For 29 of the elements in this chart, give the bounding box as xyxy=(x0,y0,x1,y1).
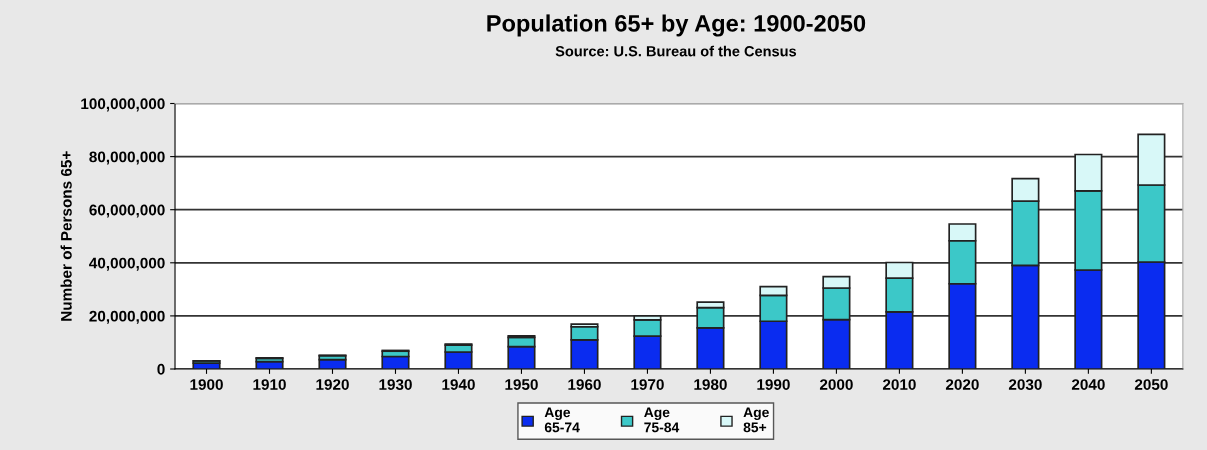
y-tick-label: 100,000,000 xyxy=(81,98,165,112)
legend-label: Age 75-84 xyxy=(644,407,680,433)
x-tick-label: 1920 xyxy=(316,379,349,390)
x-tick-label: 1910 xyxy=(253,379,286,390)
y-tick-label: 60,000,000 xyxy=(89,204,165,218)
legend-label: Age 65-74 xyxy=(544,407,580,433)
x-tick-label: 1940 xyxy=(442,379,475,390)
x-tick-label: 1950 xyxy=(505,379,538,390)
y-tick-label: 40,000,000 xyxy=(89,257,165,271)
x-tick-label: 1980 xyxy=(694,379,727,390)
chart-subtitle: Source: U.S. Bureau of the Census xyxy=(555,45,797,57)
y-tick-label: 20,000,000 xyxy=(89,310,165,324)
x-tick-label: 2020 xyxy=(945,379,979,390)
legend-label: Age 85+ xyxy=(743,407,769,433)
bar xyxy=(381,355,410,369)
y-axis-title: Number of Persons 65+ xyxy=(60,151,72,321)
x-tick-label: 1930 xyxy=(379,379,412,390)
y-tick-label: 80,000,000 xyxy=(89,151,165,165)
x-tick-label: 1990 xyxy=(757,379,790,390)
x-tick-label: 2050 xyxy=(1134,379,1168,390)
x-tick-label: 2010 xyxy=(882,379,916,390)
y-tick-label: 0 xyxy=(157,363,165,375)
x-tick-label: 2030 xyxy=(1008,379,1042,390)
x-tick-label: 1960 xyxy=(568,379,601,390)
x-tick-label: 1900 xyxy=(190,379,223,390)
x-tick-label: 2040 xyxy=(1071,379,1105,390)
chart-title: Population 65+ by Age: 1900-2050 xyxy=(487,14,866,37)
x-tick-label: 1970 xyxy=(631,379,664,390)
x-tick-label: 2000 xyxy=(819,379,853,390)
